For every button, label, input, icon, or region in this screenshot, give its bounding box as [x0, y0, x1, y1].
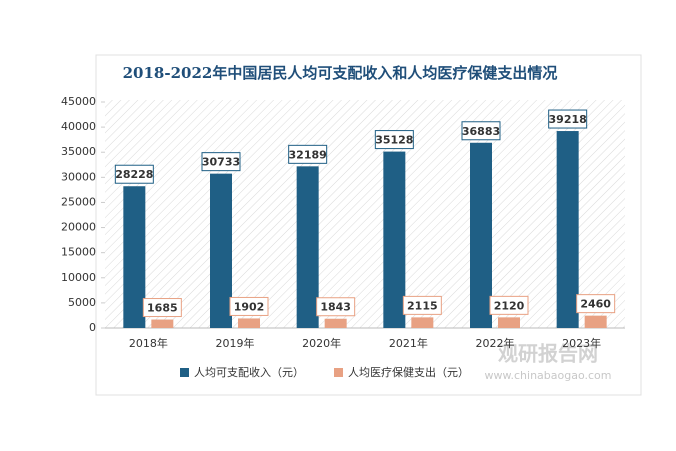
bar	[470, 142, 492, 328]
watermark-url: www.chinabaogao.com	[485, 369, 612, 382]
y-tick-label: 45000	[61, 95, 96, 108]
y-tick-label: 10000	[61, 271, 96, 284]
data-label: 39218	[549, 113, 587, 126]
data-label: 2120	[494, 299, 525, 312]
data-label-box	[489, 295, 529, 315]
data-label: 36883	[462, 125, 500, 138]
data-label: 28228	[115, 168, 153, 181]
data-label-box	[374, 130, 414, 150]
plot-area	[105, 100, 625, 328]
data-label: 30733	[202, 156, 240, 169]
data-label: 1902	[234, 300, 265, 313]
y-tick-label: 30000	[61, 170, 96, 183]
chart-title: 2018-2022年中国居民人均可支配收入和人均医疗保健支出情况	[123, 64, 558, 82]
data-label: 1685	[147, 302, 178, 315]
x-tick-label: 2021年	[389, 336, 428, 350]
data-label: 35128	[375, 134, 413, 147]
data-label: 1843	[320, 301, 351, 314]
bar	[238, 318, 260, 328]
data-label-box	[402, 295, 442, 315]
y-tick-label: 5000	[68, 296, 96, 309]
watermark-name: 观研报告网	[498, 342, 598, 366]
x-tick-label: 2019年	[216, 336, 255, 350]
legend-label: 人均医疗保健支出（元）	[348, 365, 469, 379]
bar	[324, 318, 347, 328]
data-label-box	[548, 109, 588, 129]
x-tick-label: 2020年	[302, 336, 341, 350]
y-tick-label: 35000	[61, 145, 96, 158]
y-tick-label: 0	[89, 321, 96, 334]
data-label-box	[229, 296, 269, 316]
data-label: 2115	[407, 299, 438, 312]
bar	[411, 317, 434, 328]
x-tick-label: 2023年	[562, 336, 601, 350]
data-label-box	[576, 294, 616, 314]
bar	[383, 151, 406, 328]
bar	[556, 131, 579, 328]
x-tick-label: 2022年	[476, 336, 515, 350]
bar	[498, 317, 520, 328]
data-label: 2460	[580, 298, 611, 311]
data-label-box	[142, 298, 182, 318]
bar	[123, 186, 146, 328]
bar	[584, 315, 607, 328]
data-label: 32189	[289, 148, 327, 161]
bar	[296, 166, 319, 328]
data-label-box	[201, 152, 241, 172]
legend-marker	[180, 368, 189, 377]
bar	[151, 319, 174, 328]
y-tick-label: 40000	[61, 120, 96, 133]
legend-marker	[334, 368, 343, 377]
x-tick-label: 2018年	[129, 336, 168, 350]
data-label-box	[288, 144, 328, 164]
y-tick-label: 25000	[61, 195, 96, 208]
y-tick-label: 15000	[61, 246, 96, 259]
data-label-box	[114, 164, 154, 184]
legend-label: 人均可支配收入（元）	[194, 365, 304, 379]
bar	[210, 173, 232, 328]
y-tick-label: 20000	[61, 221, 96, 234]
data-label-box	[316, 297, 356, 317]
data-label-box	[461, 121, 501, 141]
